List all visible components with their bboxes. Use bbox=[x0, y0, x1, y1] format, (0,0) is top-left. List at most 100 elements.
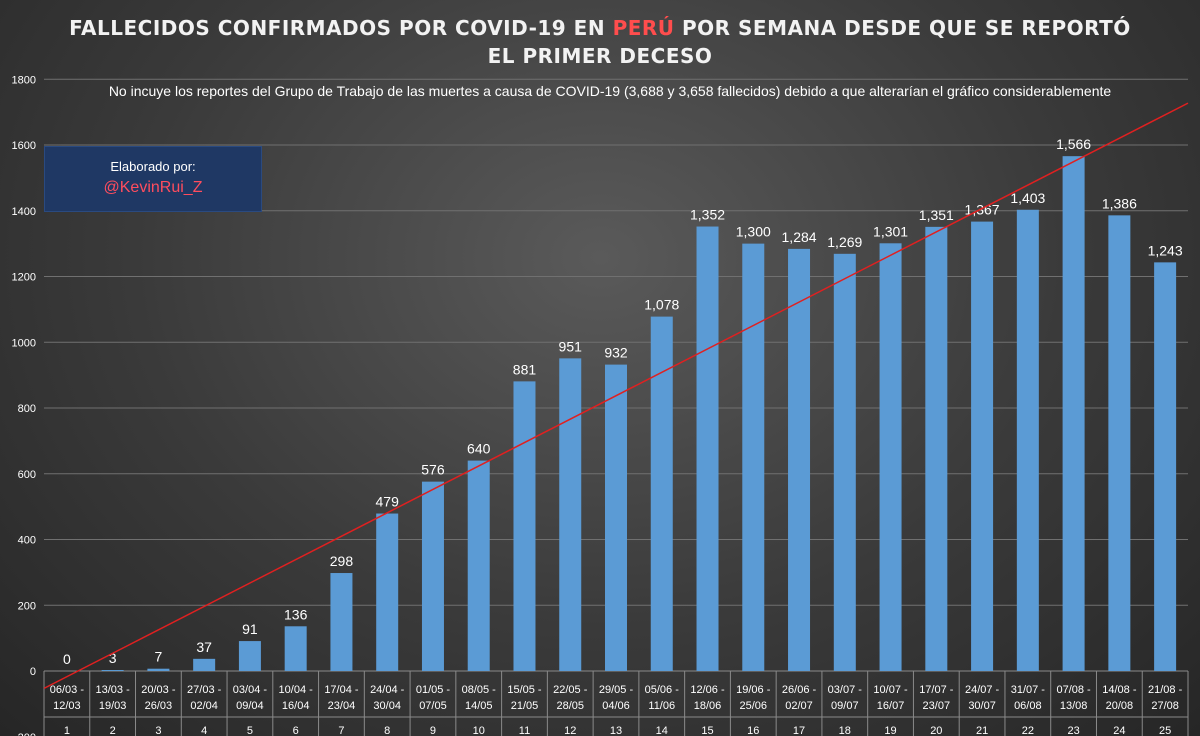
data-label: 1,243 bbox=[1148, 242, 1183, 258]
x-category-label-end: 21/05 bbox=[511, 700, 539, 712]
x-category-label-end: 02/07 bbox=[785, 700, 813, 712]
x-category-label-start: 22/05 - bbox=[553, 684, 588, 696]
x-category-label-end: 04/06 bbox=[602, 700, 630, 712]
data-label: 3 bbox=[109, 650, 117, 666]
x-week-number: 23 bbox=[1067, 725, 1079, 736]
y-tick-label: 600 bbox=[18, 469, 36, 481]
x-category-label-start: 13/03 - bbox=[96, 684, 131, 696]
x-week-number: 2 bbox=[110, 725, 116, 736]
bar bbox=[467, 460, 490, 671]
data-label: 0 bbox=[63, 651, 71, 667]
data-label: 1,351 bbox=[919, 207, 954, 223]
x-week-number: 13 bbox=[610, 725, 622, 736]
x-category-label-start: 03/04 - bbox=[233, 684, 268, 696]
bar bbox=[1062, 156, 1085, 672]
data-label: 1,284 bbox=[782, 229, 817, 245]
x-category-label-start: 24/04 - bbox=[370, 684, 405, 696]
bar bbox=[559, 358, 582, 671]
x-week-number: 21 bbox=[976, 725, 988, 736]
data-label: 1,352 bbox=[690, 207, 725, 223]
data-label: 1,300 bbox=[736, 224, 771, 240]
bar bbox=[788, 248, 811, 671]
bar bbox=[833, 253, 856, 671]
y-tick-label: 1600 bbox=[12, 140, 36, 152]
x-category-label-end: 16/04 bbox=[282, 700, 310, 712]
x-category-label-start: 20/03 - bbox=[141, 684, 176, 696]
x-category-label-start: 07/08 - bbox=[1056, 684, 1091, 696]
bar bbox=[193, 658, 216, 671]
bar bbox=[971, 221, 994, 671]
x-category-label-end: 11/06 bbox=[648, 700, 675, 712]
x-week-number: 3 bbox=[155, 725, 161, 736]
title-accent-country: PERÚ bbox=[612, 16, 675, 40]
x-category-label-start: 03/07 - bbox=[828, 684, 863, 696]
x-category-label-end: 14/05 bbox=[465, 700, 493, 712]
data-label: 1,301 bbox=[873, 223, 908, 239]
y-tick-label: 400 bbox=[18, 535, 36, 547]
bar bbox=[284, 626, 307, 671]
x-category-label-end: 19/03 bbox=[99, 700, 127, 712]
x-category-label-end: 18/06 bbox=[694, 700, 722, 712]
data-label: 37 bbox=[196, 639, 212, 655]
data-label: 298 bbox=[330, 553, 354, 569]
data-label: 640 bbox=[467, 441, 491, 457]
x-category-label-end: 28/05 bbox=[556, 700, 584, 712]
data-label: 1,566 bbox=[1056, 136, 1091, 152]
trendline bbox=[43, 102, 1189, 690]
x-week-number: 4 bbox=[201, 725, 207, 736]
chart-title-line2: EL PRIMER DECESO bbox=[487, 44, 713, 68]
y-tick-label: 1000 bbox=[12, 337, 36, 349]
x-week-number: 16 bbox=[747, 725, 759, 736]
x-week-number: 22 bbox=[1022, 725, 1034, 736]
chart-title-line1: FALLECIDOS CONFIRMADOS POR COVID-19 EN P… bbox=[69, 16, 1131, 40]
data-label: 91 bbox=[242, 621, 258, 637]
data-label: 932 bbox=[604, 345, 628, 361]
x-category-label-end: 16/07 bbox=[877, 700, 905, 712]
x-category-label-start: 10/07 - bbox=[873, 684, 908, 696]
x-category-label-start: 01/05 - bbox=[416, 684, 451, 696]
y-tick-label: 200 bbox=[18, 600, 36, 612]
bar bbox=[421, 481, 444, 671]
x-week-number: 10 bbox=[473, 725, 485, 736]
x-category-label-end: 30/07 bbox=[968, 700, 996, 712]
x-week-number: 18 bbox=[839, 725, 851, 736]
x-category-label-start: 06/03 - bbox=[50, 684, 85, 696]
data-label: 1,403 bbox=[1010, 190, 1045, 206]
x-week-number: 1 bbox=[64, 725, 70, 736]
credit-handle: @KevinRui_Z bbox=[103, 179, 203, 196]
x-week-number: 12 bbox=[564, 725, 576, 736]
x-category-label-start: 31/07 - bbox=[1011, 684, 1046, 696]
bar bbox=[376, 513, 399, 671]
data-label: 1,078 bbox=[644, 297, 679, 313]
bar bbox=[650, 316, 673, 671]
bar bbox=[147, 668, 170, 671]
x-category-label-start: 05/06 - bbox=[645, 684, 680, 696]
data-label: 479 bbox=[376, 494, 400, 510]
bar bbox=[238, 641, 261, 671]
x-category-label-start: 12/06 - bbox=[690, 684, 725, 696]
x-category-label-end: 25/06 bbox=[740, 700, 768, 712]
data-label: 7 bbox=[155, 649, 163, 665]
x-category-label-start: 21/08 - bbox=[1148, 684, 1183, 696]
bar bbox=[1154, 262, 1177, 671]
x-category-label-start: 08/05 - bbox=[462, 684, 497, 696]
data-label: 951 bbox=[559, 338, 583, 354]
x-category-label-start: 10/04 - bbox=[279, 684, 314, 696]
bar bbox=[742, 243, 765, 671]
x-category-label-start: 24/07 - bbox=[965, 684, 1000, 696]
x-category-label-end: 30/04 bbox=[373, 700, 401, 712]
bar bbox=[925, 226, 948, 671]
x-category-label-end: 07/05 bbox=[419, 700, 447, 712]
bar bbox=[330, 573, 353, 671]
bar bbox=[513, 381, 536, 671]
x-week-number: 17 bbox=[793, 725, 805, 736]
x-category-label-end: 06/08 bbox=[1014, 700, 1042, 712]
x-category-label-end: 20/08 bbox=[1106, 700, 1134, 712]
x-category-label-start: 26/06 - bbox=[782, 684, 817, 696]
x-category-label-start: 27/03 - bbox=[187, 684, 222, 696]
x-category-label-start: 14/08 - bbox=[1102, 684, 1137, 696]
x-category-label-end: 12/03 bbox=[53, 700, 81, 712]
x-category-label-end: 26/03 bbox=[145, 700, 173, 712]
y-tick-label: 1800 bbox=[12, 74, 36, 86]
x-category-label-start: 19/06 - bbox=[736, 684, 771, 696]
